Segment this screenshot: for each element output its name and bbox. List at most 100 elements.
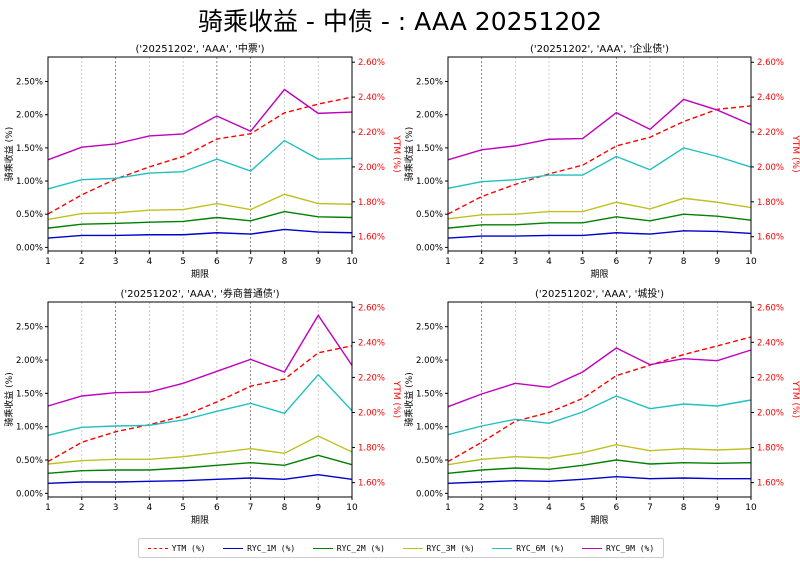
series-line-ytm — [447, 336, 752, 463]
legend-label: RYC_6M (%) — [516, 543, 565, 553]
x-tick-label: 9 — [714, 257, 720, 267]
legend-swatch — [223, 547, 244, 549]
x-tick-label: 8 — [681, 503, 687, 513]
x-axis-label: 期限 — [590, 515, 608, 526]
x-tick-label: 1 — [445, 503, 451, 513]
x-tick-label: 3 — [113, 503, 119, 513]
x-tick-label: 4 — [146, 257, 152, 267]
x-tick-label: 10 — [745, 503, 757, 513]
x-tick-label: 8 — [681, 257, 687, 267]
y-tick-label: 2.00% — [416, 111, 443, 121]
x-tick-label: 4 — [546, 257, 552, 267]
series-line-ryc_6m — [47, 373, 353, 437]
x-tick-label: 2 — [79, 503, 85, 513]
subplot-1: ('20251202', 'AAA', '中票') 1 2 3 4 5 6 7 8 9 10 0.00… — [3, 42, 401, 280]
x-tick-label: 9 — [315, 503, 321, 513]
series-line-ytm — [47, 345, 353, 463]
y-axis-label: 骑乘收益 (%) — [403, 372, 415, 426]
series-line-ryc_6m — [47, 139, 353, 190]
y-right-tick-label: 1.80% — [358, 444, 385, 454]
legend-label: RYC_3M (%) — [426, 543, 475, 553]
x-tick-label: 7 — [248, 503, 254, 513]
x-tick-label: 7 — [647, 257, 653, 267]
x-tick-label: 7 — [647, 503, 653, 513]
figure-title: 骑乘收益 - 中债 - : AAA 20251202 — [197, 7, 603, 36]
y-right-tick-label: 2.00% — [358, 408, 385, 418]
x-tick-label: 6 — [214, 503, 220, 513]
y-tick-label: 1.50% — [416, 144, 443, 154]
x-tick-label: 6 — [613, 257, 619, 267]
legend-item: RYC_6M (%) — [492, 544, 564, 553]
series-line-ryc_1m — [47, 473, 353, 485]
legend-label: RYC_1M (%) — [247, 543, 296, 553]
x-tick-label: 9 — [315, 257, 321, 267]
y-tick-label: 2.00% — [416, 356, 443, 366]
series-line-ytm — [447, 105, 752, 215]
y-right-axis-label: YTM (%) — [790, 380, 800, 418]
series-line-ryc_9m — [447, 98, 752, 161]
x-tick-label: 5 — [580, 257, 586, 267]
legend-label: YTM (%) — [171, 543, 206, 553]
y-right-tick-label: 2.40% — [358, 93, 385, 103]
x-tick-label: 2 — [479, 257, 485, 267]
x-tick-label: 5 — [580, 503, 586, 513]
subplot-title: ('20251202', 'AAA', '城投') — [535, 287, 664, 300]
x-tick-label: 2 — [479, 503, 485, 513]
series-line-ryc_2m — [447, 213, 752, 229]
y-right-tick-label: 1.60% — [358, 233, 385, 243]
series-line-ryc_3m — [47, 193, 353, 221]
series-line-ryc_2m — [47, 210, 353, 229]
y-right-tick-label: 2.60% — [358, 58, 385, 68]
x-tick-label: 3 — [512, 503, 518, 513]
y-tick-label: 0.50% — [16, 456, 43, 466]
y-right-tick-label: 2.20% — [757, 128, 784, 138]
legend-item: RYC_9M (%) — [582, 544, 654, 553]
x-tick-label: 8 — [282, 503, 288, 513]
y-right-axis-label: YTM (%) — [391, 380, 401, 418]
subplot-4: ('20251202', 'AAA', '城投') 1 2 3 4 5 6 7 8 9 10 0.00… — [403, 287, 800, 526]
x-tick-label: 3 — [512, 257, 518, 267]
y-tick-label: 1.00% — [16, 423, 43, 433]
y-tick-label: 2.50% — [416, 78, 443, 88]
y-tick-label: 1.50% — [16, 389, 43, 399]
y-tick-label: 1.50% — [16, 144, 43, 154]
x-axis-label: 期限 — [191, 515, 209, 526]
x-tick-label: 5 — [180, 503, 186, 513]
y-right-tick-label: 2.20% — [757, 373, 784, 383]
y-right-tick-label: 2.40% — [358, 338, 385, 348]
y-tick-label: 1.00% — [416, 177, 443, 187]
series-line-ytm — [47, 96, 353, 215]
legend: YTM (%) RYC_1M (%) RYC_2M (%) RYC_3M (%) RYC… — [138, 538, 664, 558]
x-tick-label: 1 — [45, 503, 51, 513]
y-axis-label: 骑乘收益 (%) — [3, 372, 15, 426]
y-tick-label: 0.50% — [416, 210, 443, 220]
series-line-ryc_1m — [447, 230, 752, 239]
x-tick-label: 6 — [214, 257, 220, 267]
legend-label: RYC_9M (%) — [606, 543, 655, 553]
series-line-ryc_2m — [447, 459, 752, 475]
series-line-ryc_1m — [47, 228, 353, 239]
subplot-title: ('20251202', 'AAA', '中票') — [136, 42, 265, 55]
plot-frame — [447, 301, 752, 498]
subplot-2: ('20251202', 'AAA', '企业债') 1 2 3 4 5 6 7 8 9 10 0.0… — [403, 42, 800, 280]
y-right-tick-label: 1.80% — [757, 198, 784, 208]
series-line-ryc_3m — [447, 443, 752, 466]
x-tick-label: 10 — [346, 503, 358, 513]
series-line-ryc_9m — [47, 314, 353, 407]
series-line-ryc_3m — [447, 197, 752, 220]
y-right-tick-label: 2.00% — [757, 408, 784, 418]
y-right-tick-label: 2.60% — [757, 58, 784, 68]
series-line-ryc_9m — [447, 347, 752, 408]
series-line-ryc_3m — [47, 435, 353, 465]
subplot-title: ('20251202', 'AAA', '企业债') — [530, 42, 669, 55]
y-axis-label: 骑乘收益 (%) — [3, 127, 15, 181]
legend-swatch — [312, 547, 333, 549]
legend-swatch — [402, 547, 423, 549]
x-tick-label: 1 — [45, 257, 51, 267]
x-tick-label: 10 — [346, 257, 358, 267]
x-axis-label: 期限 — [590, 269, 608, 280]
y-tick-label: 0.00% — [16, 489, 43, 499]
y-right-tick-label: 1.80% — [757, 444, 784, 454]
